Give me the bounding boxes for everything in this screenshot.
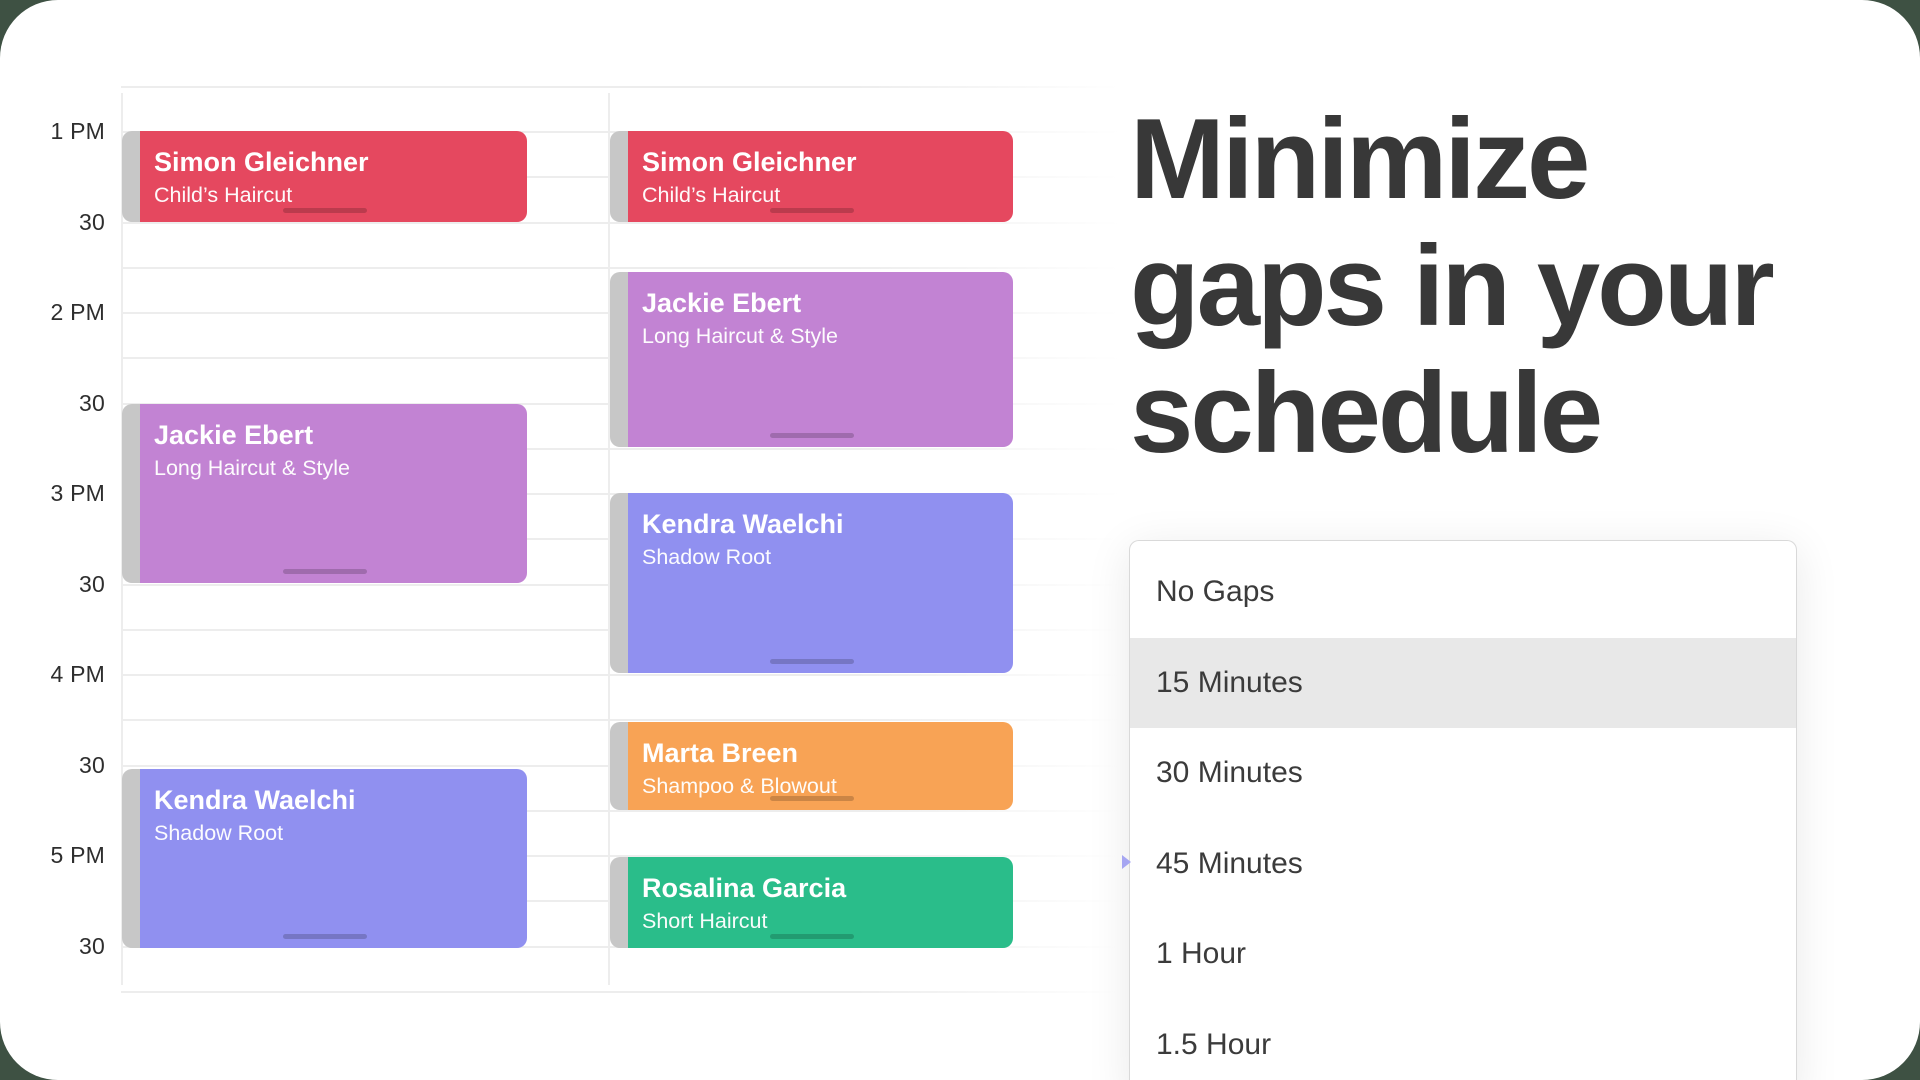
- grid-hline: [121, 266, 1141, 269]
- time-label: 30: [79, 389, 105, 416]
- event-resize-handle[interactable]: [769, 796, 854, 801]
- event-body[interactable]: Jackie Ebert Long Haircut & Style: [140, 404, 527, 583]
- time-label: 30: [79, 932, 105, 959]
- event-client-name: Kendra Waelchi: [642, 509, 844, 539]
- event-drag-handle[interactable]: [610, 722, 628, 810]
- page-title: Minimize gaps in your schedule: [1130, 96, 1850, 477]
- calendar-event[interactable]: Jackie Ebert Long Haircut & Style: [610, 272, 1013, 447]
- calendar-event[interactable]: Simon Gleichner Child’s Haircut: [610, 131, 1013, 222]
- event-resize-handle[interactable]: [282, 569, 367, 574]
- event-resize-handle[interactable]: [769, 208, 854, 213]
- event-service-name: Long Haircut & Style: [154, 456, 350, 480]
- dropdown-option-15-minutes[interactable]: 15 Minutes: [1130, 637, 1796, 728]
- event-client-name: Marta Breen: [642, 738, 799, 768]
- event-drag-handle[interactable]: [122, 131, 140, 222]
- time-label: 3 PM: [50, 480, 105, 506]
- time-label: 1 PM: [50, 118, 105, 144]
- grid-hline: [121, 674, 1141, 676]
- calendar-event[interactable]: Kendra Waelchi Shadow Root: [122, 769, 527, 948]
- time-label: 5 PM: [50, 842, 105, 868]
- dropdown-option-45-minutes[interactable]: 45 Minutes: [1156, 846, 1303, 880]
- headline-line-3: schedule: [1130, 350, 1603, 477]
- event-client-name: Jackie Ebert: [642, 288, 802, 318]
- grid-hline: [121, 719, 1141, 722]
- time-label: 2 PM: [50, 299, 105, 325]
- event-resize-handle[interactable]: [769, 934, 854, 939]
- event-service-name: Shadow Root: [642, 545, 772, 569]
- event-drag-handle[interactable]: [610, 131, 628, 222]
- event-body[interactable]: Simon Gleichner Child’s Haircut: [140, 131, 527, 222]
- event-body[interactable]: Kendra Waelchi Shadow Root: [628, 493, 1013, 673]
- calendar-event[interactable]: Jackie Ebert Long Haircut & Style: [122, 404, 527, 583]
- calendar-event[interactable]: Rosalina Garcia Short Haircut: [610, 857, 1013, 948]
- grid-hline: [121, 85, 1141, 88]
- event-drag-handle[interactable]: [122, 404, 140, 583]
- event-body[interactable]: Marta Breen Shampoo & Blowout: [628, 722, 1013, 810]
- time-label: 30: [79, 570, 105, 597]
- calendar-event[interactable]: Kendra Waelchi Shadow Root: [610, 493, 1013, 673]
- event-resize-handle[interactable]: [282, 934, 367, 939]
- calendar-event[interactable]: Marta Breen Shampoo & Blowout: [610, 722, 1013, 810]
- dropdown-option-1-5-hour[interactable]: 1.5 Hour: [1156, 1027, 1272, 1061]
- headline-line-1: Minimize: [1130, 96, 1590, 223]
- event-client-name: Jackie Ebert: [154, 420, 314, 450]
- event-service-name: Shadow Root: [154, 821, 284, 845]
- event-drag-handle[interactable]: [610, 272, 628, 447]
- event-drag-handle[interactable]: [610, 493, 628, 673]
- dropdown-option-30-minutes[interactable]: 30 Minutes: [1156, 756, 1303, 789]
- event-client-name: Rosalina Garcia: [642, 873, 847, 903]
- grid-hline: [121, 855, 1141, 857]
- event-body[interactable]: Jackie Ebert Long Haircut & Style: [628, 272, 1013, 447]
- time-label: 30: [79, 208, 105, 235]
- grid-vline: [608, 93, 610, 985]
- dropdown-option-no-gaps[interactable]: No Gaps: [1156, 575, 1275, 608]
- time-label: 4 PM: [50, 661, 105, 687]
- event-body[interactable]: Simon Gleichner Child’s Haircut: [628, 131, 1013, 222]
- event-service-name: Child’s Haircut: [642, 183, 781, 207]
- cursor-arrow-icon: [1122, 855, 1131, 869]
- event-drag-handle[interactable]: [122, 769, 140, 948]
- event-service-name: Short Haircut: [642, 909, 768, 933]
- event-client-name: Simon Gleichner: [642, 147, 857, 177]
- grid-hline: [121, 990, 1141, 993]
- headline-line-2: gaps in your: [1130, 223, 1775, 350]
- event-body[interactable]: Rosalina Garcia Short Haircut: [628, 857, 1013, 948]
- event-service-name: Shampoo & Blowout: [642, 774, 837, 798]
- event-resize-handle[interactable]: [769, 433, 854, 438]
- grid-hline: [121, 447, 1141, 450]
- event-service-name: Long Haircut & Style: [642, 324, 838, 348]
- time-label: 30: [79, 751, 105, 778]
- calendar-event[interactable]: Simon Gleichner Child’s Haircut: [122, 131, 527, 222]
- gap-options-dropdown[interactable]: No Gaps 15 Minutes 30 Minutes 45 Minutes 1 H…: [1129, 540, 1797, 1080]
- event-resize-handle[interactable]: [769, 659, 854, 664]
- grid-hline: [121, 809, 1141, 812]
- grid-hline: [121, 221, 1141, 224]
- event-drag-handle[interactable]: [610, 857, 628, 948]
- event-resize-handle[interactable]: [282, 208, 367, 213]
- event-client-name: Kendra Waelchi: [154, 785, 356, 815]
- event-client-name: Simon Gleichner: [154, 147, 369, 177]
- event-service-name: Child’s Haircut: [154, 183, 293, 207]
- event-body[interactable]: Kendra Waelchi Shadow Root: [140, 769, 527, 948]
- dropdown-option-1-hour[interactable]: 1 Hour: [1156, 937, 1247, 970]
